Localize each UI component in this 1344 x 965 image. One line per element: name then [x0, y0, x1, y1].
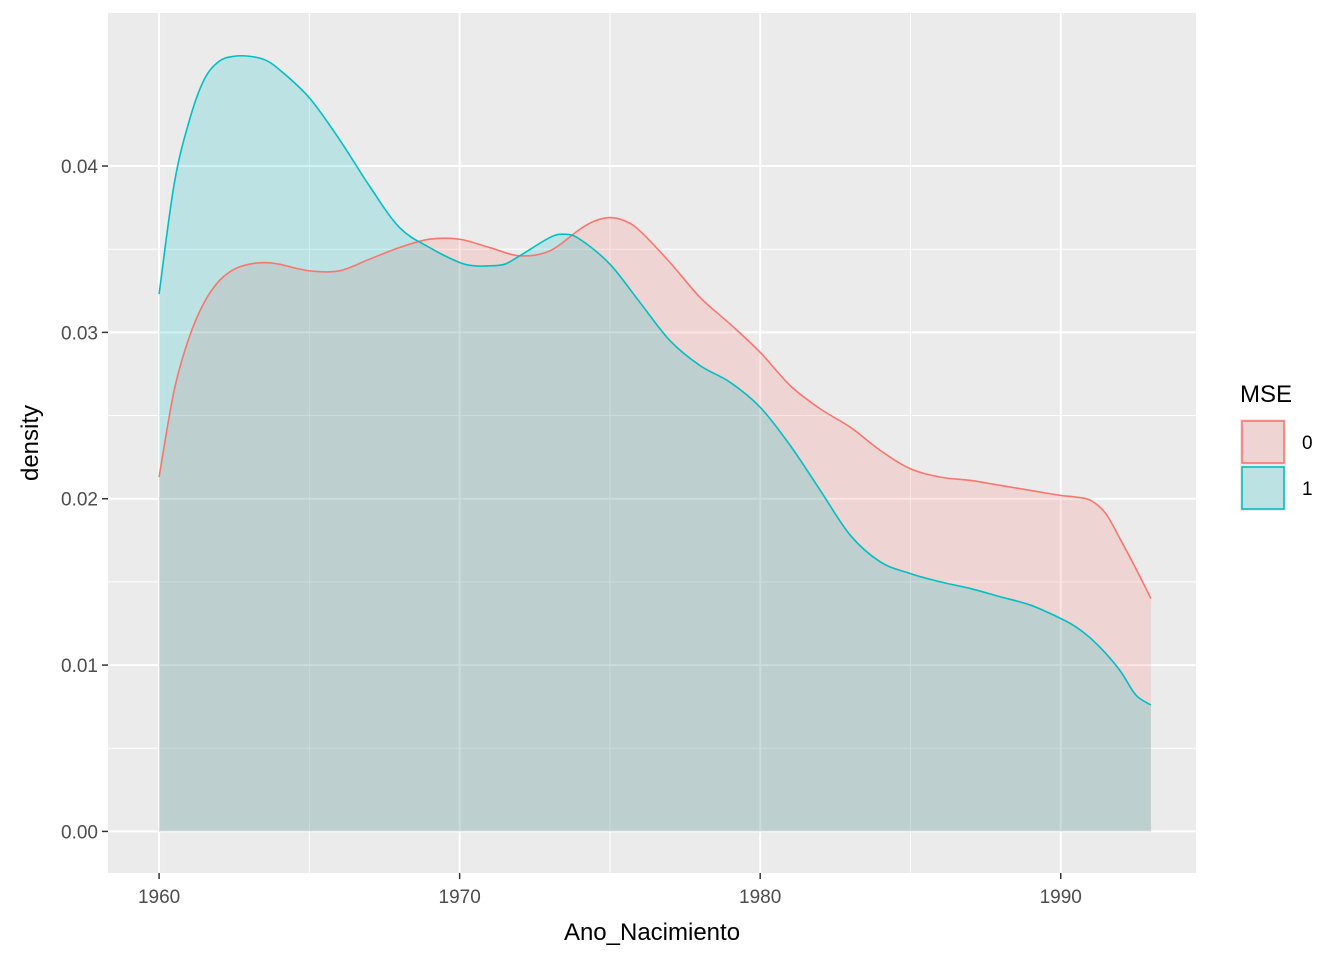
density-area-series-1	[159, 55, 1151, 832]
legend-key-series-0	[1241, 420, 1285, 464]
x-axis-title: Ano_Nacimiento	[564, 919, 740, 946]
minor-gridlines	[108, 13, 1196, 873]
x-tick-label: 1960	[138, 887, 180, 908]
legend-label-series-0: 0	[1302, 433, 1313, 454]
density-areas	[159, 55, 1151, 832]
legend-label-series-1: 1	[1302, 479, 1313, 500]
legend-title: MSE	[1240, 381, 1292, 408]
x-axis: 1960 1970 1980 1990	[138, 873, 1082, 908]
x-tick-label: 1970	[439, 887, 481, 908]
y-tick-label: 0.03	[61, 323, 98, 344]
y-tick-label: 0.02	[61, 490, 98, 511]
y-tick-label: 0.01	[61, 656, 98, 677]
plot-panel	[108, 13, 1196, 873]
y-axis-title: density	[17, 405, 44, 481]
major-gridlines	[108, 13, 1196, 873]
y-tick-label: 0.00	[61, 822, 98, 843]
y-tick-label: 0.04	[61, 157, 98, 178]
y-axis: 0.00 0.01 0.02 0.03 0.04	[61, 157, 108, 843]
x-tick-label: 1980	[739, 887, 781, 908]
x-tick-label: 1990	[1040, 887, 1082, 908]
legend: MSE 0 1	[1240, 381, 1313, 511]
density-line-series-1	[158, 54, 1152, 706]
density-area-series-0	[159, 217, 1151, 832]
legend-key-bg	[1240, 465, 1286, 511]
density-line-series-0	[158, 216, 1152, 599]
density-lines	[158, 54, 1152, 706]
legend-key-series-1	[1241, 466, 1285, 510]
legend-key-bg	[1240, 419, 1286, 465]
